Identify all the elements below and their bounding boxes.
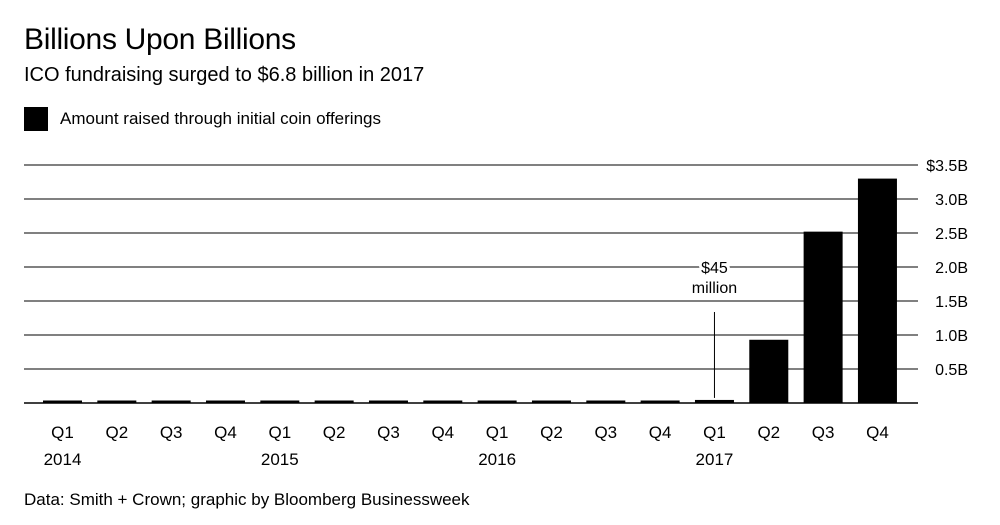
bar xyxy=(151,400,191,403)
x-year-label: 2015 xyxy=(261,450,299,469)
annotation-unit: million xyxy=(692,280,737,297)
x-tick-label: Q2 xyxy=(757,423,780,442)
bar xyxy=(694,399,734,403)
y-tick-label: 3.0B xyxy=(935,192,968,209)
bar xyxy=(586,400,626,403)
x-tick-label: Q2 xyxy=(540,423,563,442)
y-tick-label: 1.0B xyxy=(935,328,968,345)
bar xyxy=(43,400,82,403)
chart-subtitle: ICO fundraising surged to $6.8 billion i… xyxy=(24,64,425,86)
x-tick-label: Q2 xyxy=(105,423,128,442)
y-tick-label: 0.5B xyxy=(935,362,968,379)
legend-swatch xyxy=(24,107,48,131)
x-year-label: 2016 xyxy=(478,450,516,469)
y-tick-label: 1.5B xyxy=(935,294,968,311)
bar xyxy=(97,400,137,403)
x-tick-label: Q4 xyxy=(214,423,237,442)
y-tick-label: 2.5B xyxy=(935,226,968,243)
bar xyxy=(640,400,680,403)
legend-label: Amount raised through initial coin offer… xyxy=(60,109,381,128)
x-tick-label: Q1 xyxy=(51,423,74,442)
x-tick-label: Q3 xyxy=(160,423,183,442)
bar xyxy=(205,400,245,403)
x-tick-label: Q4 xyxy=(649,423,672,442)
y-tick-label: 2.0B xyxy=(935,260,968,277)
x-tick-label: Q1 xyxy=(703,423,726,442)
chart-title: Billions Upon Billions xyxy=(24,23,296,56)
bar xyxy=(477,400,517,403)
annotation-value: $45 xyxy=(701,260,728,277)
x-tick-label: Q1 xyxy=(486,423,509,442)
bar xyxy=(531,400,571,403)
bar xyxy=(857,178,897,403)
x-tick-label: Q4 xyxy=(431,423,454,442)
x-tick-label: Q3 xyxy=(594,423,617,442)
x-tick-label: Q4 xyxy=(866,423,889,442)
x-year-label: 2014 xyxy=(44,450,82,469)
x-year-label: 2017 xyxy=(696,450,734,469)
bar xyxy=(803,231,843,403)
bar xyxy=(314,400,354,403)
x-tick-label: Q3 xyxy=(377,423,400,442)
legend: Amount raised through initial coin offer… xyxy=(24,107,381,131)
bar xyxy=(749,339,789,403)
y-tick-label: $3.5B xyxy=(926,158,968,175)
bar xyxy=(368,400,408,403)
x-tick-label: Q2 xyxy=(323,423,346,442)
bar xyxy=(260,400,300,403)
x-tick-label: Q3 xyxy=(812,423,835,442)
bar xyxy=(423,400,463,403)
x-tick-label: Q1 xyxy=(268,423,291,442)
source-note: Data: Smith + Crown; graphic by Bloomber… xyxy=(24,490,470,509)
